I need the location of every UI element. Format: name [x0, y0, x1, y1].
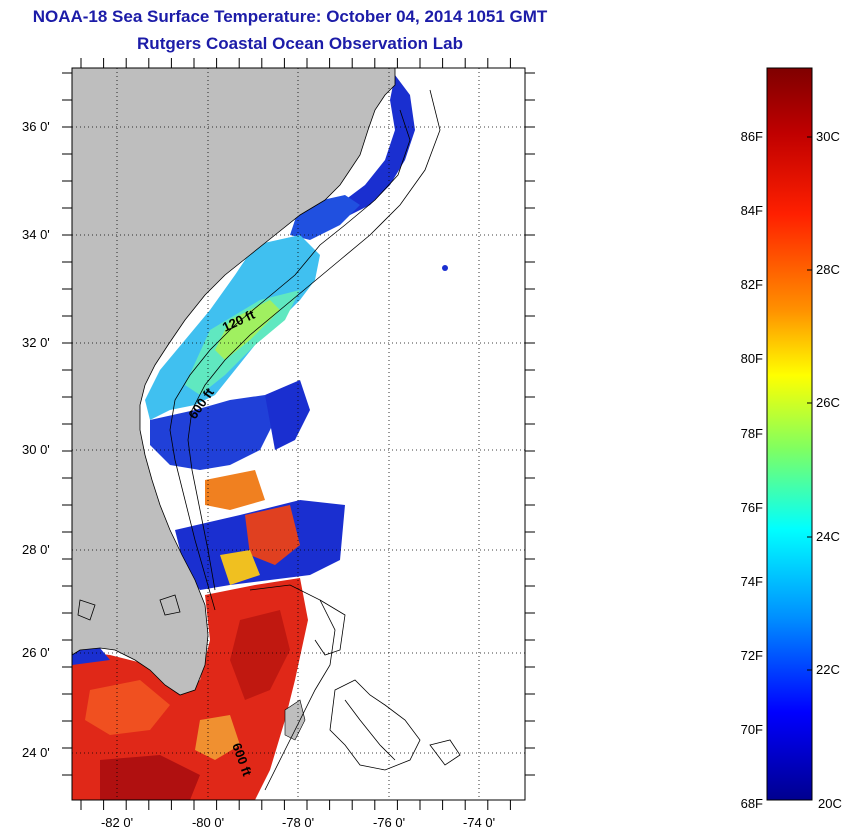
fahrenheit-label: 76F	[741, 500, 763, 515]
celsius-label: 20C	[818, 796, 842, 811]
lat-label: 24 0'	[22, 745, 50, 760]
celsius-label: 22C	[816, 662, 840, 677]
fahrenheit-label: 74F	[741, 574, 763, 589]
fahrenheit-label: 72F	[741, 648, 763, 663]
lat-label: 28 0'	[22, 542, 50, 557]
depth-contours	[77, 89, 461, 791]
land-mass	[72, 68, 396, 696]
celsius-label: 30C	[816, 129, 840, 144]
colorbar-fahrenheit-labels: 86F 84F 82F 80F 78F 76F 74F 72F 70F 68F	[741, 129, 763, 811]
fahrenheit-label: 68F	[741, 796, 763, 811]
celsius-ticks	[807, 136, 812, 671]
lat-label: 34 0'	[22, 227, 50, 242]
lat-label: 26 0'	[22, 645, 50, 660]
map-frame	[71, 67, 526, 801]
lat-label: 32 0'	[22, 335, 50, 350]
map-title: NOAA-18 Sea Surface Temperature: October…	[32, 7, 548, 26]
colorbar-scale	[766, 67, 813, 801]
latitude-labels: 36 0' 34 0' 32 0' 30 0' 28 0' 26 0' 24 0…	[22, 119, 50, 760]
island-shape	[284, 699, 306, 741]
lat-label: 30 0'	[22, 442, 50, 457]
fahrenheit-label: 86F	[741, 129, 763, 144]
lon-label: -74 0'	[463, 815, 495, 830]
celsius-label: 24C	[816, 529, 840, 544]
fahrenheit-label: 70F	[741, 722, 763, 737]
lon-label: -80 0'	[192, 815, 224, 830]
lat-label: 36 0'	[22, 119, 50, 134]
longitude-labels: -82 0' -80 0' -78 0' -76 0' -74 0'	[101, 815, 495, 830]
celsius-label: 26C	[816, 395, 840, 410]
lon-label: -76 0'	[373, 815, 405, 830]
colorbar-celsius-labels: 30C 28C 26C 24C 22C 20C	[816, 129, 842, 811]
fahrenheit-label: 80F	[741, 351, 763, 366]
fahrenheit-label: 78F	[741, 426, 763, 441]
celsius-label: 28C	[816, 262, 840, 277]
fahrenheit-label: 82F	[741, 277, 763, 292]
fahrenheit-label: 84F	[741, 203, 763, 218]
lon-label: -82 0'	[101, 815, 133, 830]
axis-ticks	[62, 58, 535, 810]
map-subtitle: Rutgers Coastal Ocean Observation Lab	[137, 34, 463, 53]
lon-label: -78 0'	[282, 815, 314, 830]
